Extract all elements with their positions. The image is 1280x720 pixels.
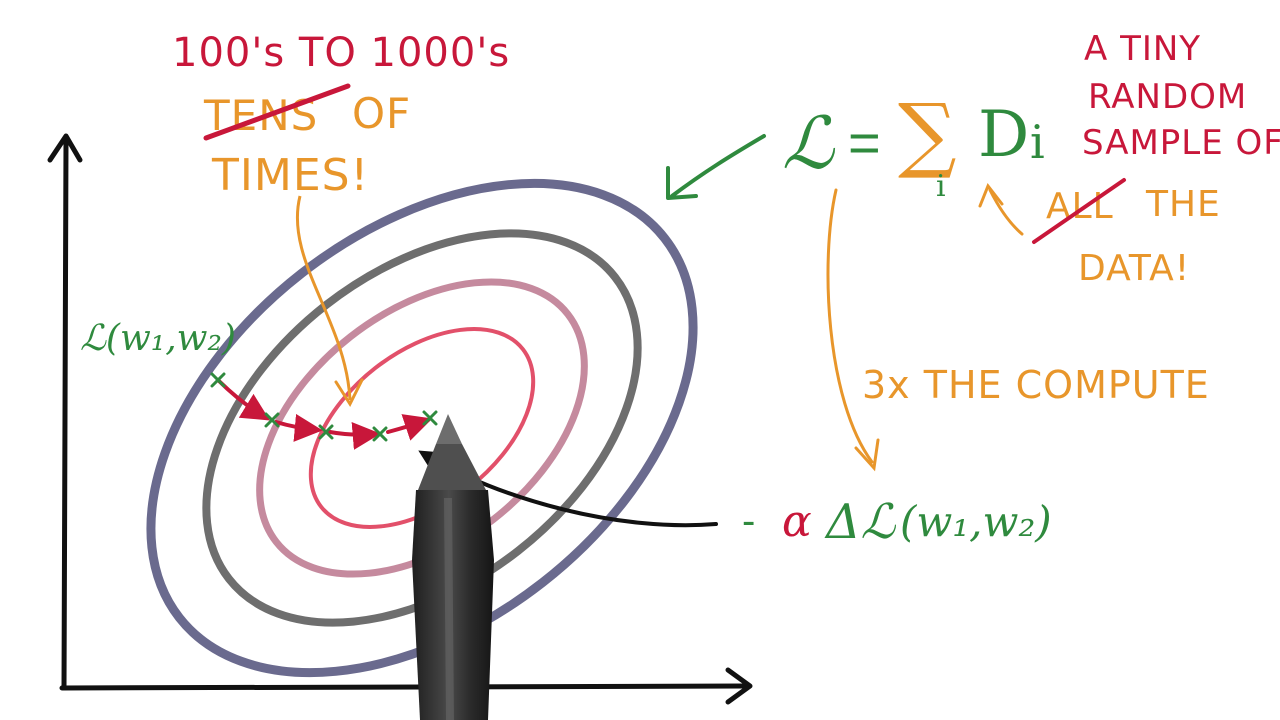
times-pointer-head (334, 378, 364, 408)
x-axis-arrowhead (725, 667, 753, 705)
pen-highlight (444, 498, 454, 720)
contour-3 (256, 278, 588, 578)
point-2 (264, 412, 280, 428)
point-5 (422, 410, 438, 426)
pen-cone (418, 444, 486, 490)
formula-loss: ℒ (782, 101, 836, 185)
formula-to-contours-arrow (670, 134, 766, 198)
all-struck-word: ALL (1046, 186, 1114, 227)
gradient-delta: Δℒ (824, 494, 897, 550)
sample-pointer-head (978, 183, 1004, 208)
descent-points (210, 372, 438, 442)
step-3 (328, 421, 381, 450)
point-1 (210, 372, 226, 388)
compute-label: 3x THE COMPUTE (862, 363, 1210, 407)
x-axis (59, 683, 748, 691)
point-4 (372, 426, 388, 442)
gradient-minus: - (742, 499, 755, 543)
of-word: OF (352, 89, 411, 138)
data-word: DATA! (1078, 248, 1190, 289)
pen-body (412, 490, 494, 720)
gradient-args: (w₁,w₂) (900, 497, 1052, 546)
sample-line-1: A TINY (1084, 29, 1201, 69)
loss-contours (146, 178, 698, 678)
axes (47, 133, 753, 705)
step-2 (274, 413, 323, 442)
times-word: TIMES! (211, 150, 369, 201)
step-4 (386, 414, 433, 441)
y-axis (61, 139, 69, 691)
y-axis-arrowhead (47, 133, 83, 163)
all-strikethrough (1032, 178, 1126, 244)
loss-formula: ℒ = ∑ i D i (782, 87, 1045, 204)
formula-equals: = (848, 111, 881, 174)
gradient-step-label: - α Δℒ (w₁,w₂) (742, 494, 1052, 550)
compute-arrow-head (854, 438, 880, 472)
contour-2 (202, 229, 642, 627)
the-word: THE (1145, 184, 1221, 225)
sample-pointer-arrow (988, 188, 1024, 236)
formula-term-index: i (1030, 115, 1045, 169)
gradient-alpha: α (782, 496, 812, 547)
times-count-label: 100's TO 1000's (172, 30, 510, 76)
stylus-pen (412, 414, 494, 720)
formula-term: D (978, 98, 1029, 172)
tens-strikethrough (203, 83, 351, 141)
formula-to-contours-head (666, 166, 698, 200)
point-label: ℒ(w₁,w₂) (80, 318, 236, 359)
sample-line-2: RANDOM (1088, 77, 1247, 117)
sample-line-3: SAMPLE OF (1082, 123, 1280, 163)
contour-outer (146, 178, 698, 678)
pen-tip (436, 414, 462, 444)
formula-sigma: ∑ (898, 87, 957, 182)
formula-sigma-index: i (936, 169, 946, 204)
times-pointer-arrow (295, 195, 352, 401)
point-3 (318, 424, 334, 440)
compute-arrow (826, 188, 874, 464)
